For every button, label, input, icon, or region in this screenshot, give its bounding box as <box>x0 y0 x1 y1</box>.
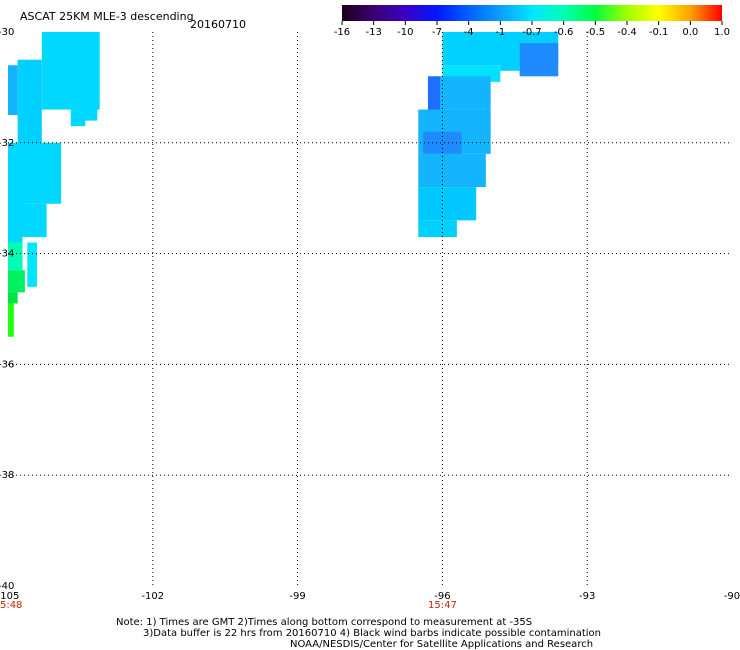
wind-swath-cell <box>70 109 86 127</box>
lat-lon-grid <box>8 32 732 586</box>
wind-swath-cell <box>418 153 486 188</box>
colorbar-tick-label: -0.5 <box>586 27 606 38</box>
colorbar-tick-labels: -16 -13 -10 -7 -4 -1 -0.7 -0.6 -0.5 -0.4 -0.1 0.0 1.… <box>334 21 730 38</box>
colorbar-tick-label: -13 <box>365 27 381 38</box>
wind-swath-layer <box>8 32 559 337</box>
time-label: 15:48 <box>0 600 22 611</box>
colorbar <box>342 5 722 21</box>
colorbar-tick-label: 0.0 <box>682 27 698 38</box>
wind-swath-cell <box>519 43 559 77</box>
colorbar-tick-label: -0.1 <box>649 27 669 38</box>
lon-tick-label: -99 <box>289 591 305 602</box>
colorbar-tick-label: -16 <box>334 27 350 38</box>
lat-tick-label: -40 <box>0 581 14 592</box>
lon-tick-label: -93 <box>579 591 595 602</box>
lon-tick-label: -105 <box>0 591 19 602</box>
latitude-labels: -30 -32 -34 -36 -38 -40 <box>0 27 14 592</box>
wind-swath-cell <box>423 131 462 154</box>
lat-tick-label: -34 <box>0 249 14 260</box>
lon-tick-label: -90 <box>724 591 740 602</box>
colorbar-tick-label: 1.0 <box>714 27 730 38</box>
lat-tick-label: -36 <box>0 359 14 370</box>
note-line-2: 3)Data buffer is 22 hrs from 20160710 4)… <box>143 628 601 639</box>
wind-swath-cell <box>8 65 18 116</box>
wind-swath-cell <box>8 142 23 254</box>
colorbar-gradient <box>342 5 722 21</box>
colorbar-tick-label: -1 <box>495 27 505 38</box>
lon-tick-label: -96 <box>434 591 450 602</box>
wind-swath-cell <box>8 242 23 271</box>
colorbar-tick-label: -0.6 <box>554 27 574 38</box>
wind-swath-cell <box>27 242 37 287</box>
longitude-labels: -105 -102 -99 -96 -93 -90 <box>0 591 740 602</box>
map-title: ASCAT 25KM MLE-3 descending <box>20 10 194 23</box>
wind-swath-cell <box>418 220 457 237</box>
wind-swath-cell <box>22 142 62 204</box>
colorbar-tick-label: -10 <box>397 27 413 38</box>
lat-tick-label: -32 <box>0 138 14 149</box>
wind-swath-cell <box>432 76 491 110</box>
wind-swath-cell <box>8 292 18 304</box>
colorbar-tick-label: -4 <box>464 27 474 38</box>
credit-line: NOAA/NESDIS/Center for Satellite Applica… <box>290 639 593 650</box>
map-date: 20160710 <box>190 18 246 31</box>
time-labels: 15:48 15:47 <box>0 600 457 611</box>
wind-swath-cell <box>418 187 477 221</box>
wind-swath-cell <box>8 270 25 293</box>
lat-tick-label: -30 <box>0 27 14 38</box>
lon-tick-label: -102 <box>141 591 164 602</box>
wind-swath-cell <box>500 32 520 71</box>
colorbar-tick-label: -7 <box>432 27 442 38</box>
note-line-1: Note: 1) Times are GMT 2)Times along bot… <box>116 617 532 628</box>
wind-swath-cell <box>22 203 47 237</box>
lat-tick-label: -38 <box>0 470 14 481</box>
time-label: 15:47 <box>428 600 457 611</box>
colorbar-tick-label: -0.4 <box>617 27 637 38</box>
wind-swath-cell <box>17 59 42 149</box>
colorbar-tick-label: -0.7 <box>522 27 542 38</box>
wind-swath-cell <box>8 303 14 337</box>
